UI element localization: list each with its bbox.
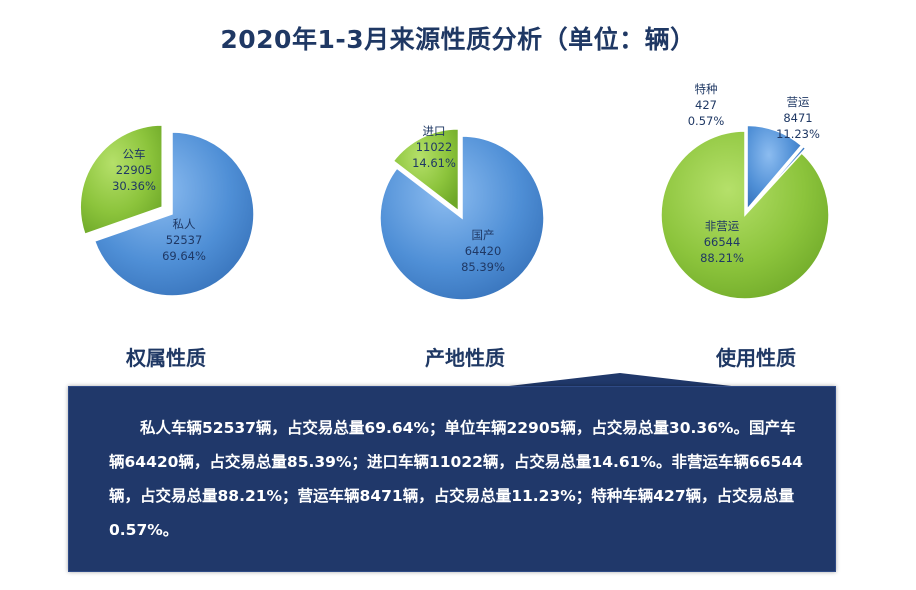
pie-label-0-1-value: 22905: [116, 163, 153, 177]
pie-label-1-1-percent: 14.61%: [412, 156, 456, 170]
pie-label-2-2-value: 66544: [704, 235, 741, 249]
pie-chart-ownership: 私人 52537 69.64% 公车 22905 30.36%: [52, 62, 312, 332]
pie-label-2-2-percent: 88.21%: [700, 251, 744, 265]
pie-slice-1-1: [392, 128, 460, 213]
pie-label-0-0-value: 52537: [166, 233, 203, 247]
pie-label-0-1-name: 公车: [123, 147, 146, 161]
pie-label-2-0-name: 营运: [787, 95, 810, 109]
pie-slice-0-0: [93, 131, 255, 297]
pie-label-1-0-name: 国产: [472, 228, 495, 242]
pie-label-2-1-name: 特种: [695, 82, 718, 96]
summary-text: 私人车辆52537辆，占交易总量69.64%；单位车辆22905辆，占交易总量3…: [109, 419, 803, 539]
caption-ownership: 权属性质: [126, 346, 206, 370]
pie-chart-origin: 国产 64420 85.39% 进口 11022 14.61%: [335, 62, 595, 332]
pie-label-1-1-value: 11022: [416, 140, 453, 154]
summary-notch: [500, 373, 740, 387]
pie-slice-1-0: [379, 135, 545, 301]
pie-label-1-0-value: 64420: [465, 244, 502, 258]
pie-label-2-1-percent: 0.57%: [688, 114, 725, 128]
pie-slice-2-2: [660, 130, 830, 300]
pie-label-2-2-name: 非营运: [705, 219, 740, 233]
summary-box: 私人车辆52537辆，占交易总量69.64%；单位车辆22905辆，占交易总量3…: [68, 386, 836, 572]
caption-origin: 产地性质: [425, 346, 505, 370]
pie-chart-usage: 营运 8471 11.23% 特种 427 0.57% 非营运 66544 88.21%: [620, 62, 880, 332]
pie-label-2-0-percent: 11.23%: [776, 127, 820, 141]
pie-label-1-0-percent: 85.39%: [461, 260, 505, 274]
pie-label-0-1-percent: 30.36%: [112, 179, 156, 193]
pie-slice-2-0: [746, 124, 803, 212]
pie-ownership-svg: 私人 52537 69.64% 公车 22905 30.36%: [79, 124, 255, 297]
pie-label-1-1-name: 进口: [423, 124, 446, 138]
pie-label-0-0-percent: 69.64%: [162, 249, 206, 263]
pie-slice-0-1: [79, 124, 163, 236]
page-title: 2020年1-3月来源性质分析（单位：辆）: [220, 25, 696, 54]
pie-label-2-1-value: 427: [695, 98, 717, 112]
pie-origin-svg: 国产 64420 85.39% 进口 11022 14.61%: [379, 124, 545, 301]
pie-label-2-0-value: 8471: [783, 111, 812, 125]
caption-usage: 使用性质: [716, 346, 796, 370]
pie-usage-svg: 营运 8471 11.23% 特种 427 0.57% 非营运 66544 88.21%: [660, 82, 830, 300]
pie-label-0-0-name: 私人: [173, 217, 196, 231]
